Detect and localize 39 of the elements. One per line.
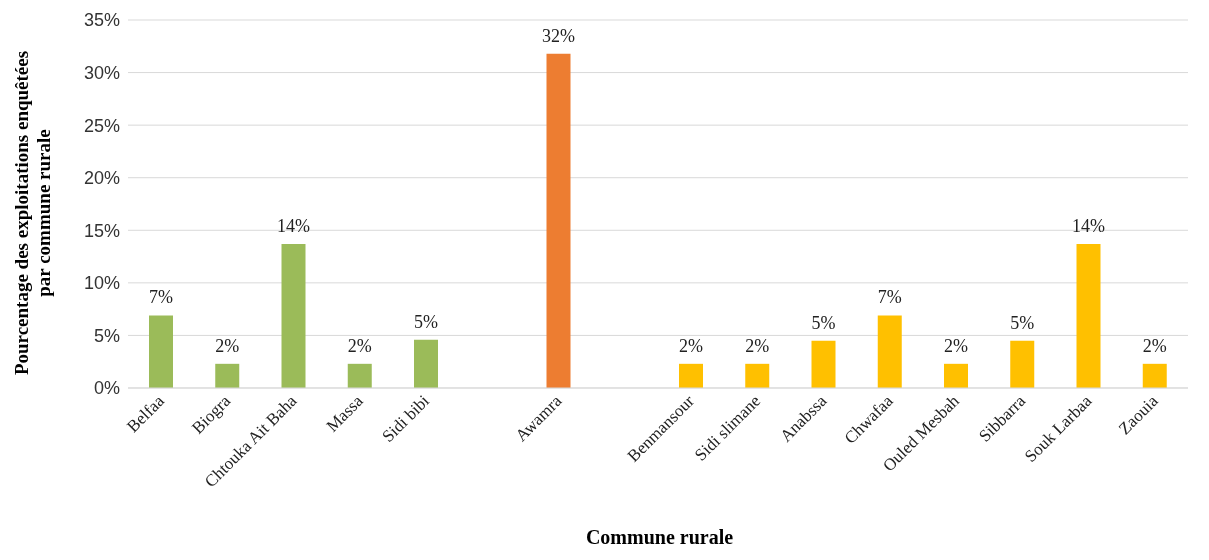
y-tick-label: 10%	[83, 273, 120, 294]
y-tick-label: 30%	[83, 62, 120, 83]
data-label: 7%	[149, 287, 173, 308]
data-label: 7%	[877, 287, 902, 308]
data-label: 32%	[542, 25, 575, 46]
bar	[944, 363, 968, 388]
bar	[414, 339, 438, 388]
bar	[1142, 363, 1167, 388]
x-axis-title: Commune rurale	[584, 526, 735, 549]
data-label: 2%	[1142, 335, 1167, 356]
bar	[745, 363, 770, 388]
y-tick-label: 25%	[83, 115, 120, 136]
bar	[877, 315, 902, 388]
y-tick-label: 20%	[83, 168, 120, 189]
data-label: 5%	[414, 311, 438, 332]
bar	[281, 243, 306, 388]
y-tick-label: 0%	[93, 378, 120, 399]
bar	[546, 53, 571, 388]
bar	[1076, 243, 1101, 388]
data-label: 5%	[1010, 312, 1035, 333]
bar	[679, 363, 703, 388]
data-label: 14%	[1072, 215, 1105, 236]
y-tick-label: 5%	[93, 325, 120, 346]
bar	[149, 315, 173, 388]
bar	[347, 363, 372, 388]
bar	[811, 340, 836, 388]
data-label: 14%	[277, 215, 310, 236]
data-label: 2%	[679, 335, 703, 356]
bar	[1010, 340, 1035, 388]
y-axis-title: Pourcentage des exploitations enquêtées par commune rurale	[11, 49, 55, 378]
data-label: 5%	[811, 312, 836, 333]
y-tick-label: 35%	[83, 10, 120, 31]
data-label: 2%	[215, 335, 240, 356]
bar	[215, 363, 240, 388]
data-label: 2%	[347, 335, 372, 356]
data-label: 2%	[745, 335, 770, 356]
x-tick-label: Sidi bibi	[378, 391, 434, 446]
y-tick-label: 15%	[83, 220, 120, 241]
data-label: 2%	[944, 335, 968, 356]
